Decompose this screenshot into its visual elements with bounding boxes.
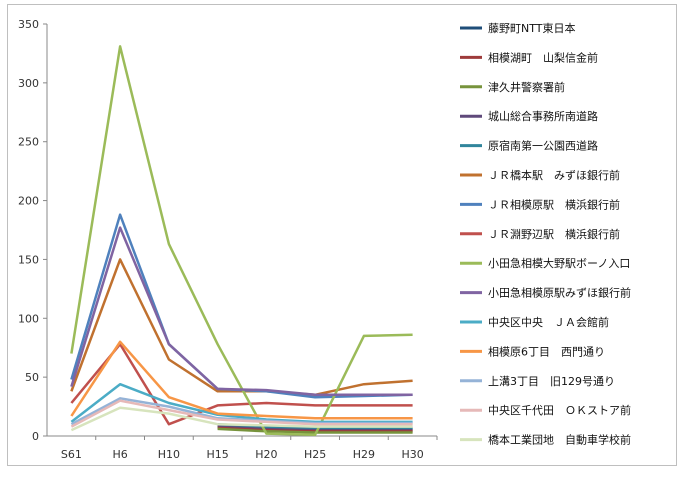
series-line-13 [70, 399, 413, 428]
y-tick-label: 50 [25, 371, 39, 384]
legend-label: 津久井警察署前 [488, 80, 565, 94]
x-tick-label: H29 [353, 448, 375, 461]
series-line-11 [70, 340, 413, 420]
y-tick-label: 0 [32, 430, 39, 443]
series-line-6 [70, 213, 413, 399]
legend-label: 相模湖町 山梨信金前 [488, 50, 598, 64]
series-line-7 [70, 342, 413, 426]
legend-label: 城山総合事務所南道路 [488, 109, 598, 123]
legend-label: ＪＲ相模原駅 横浜銀行前 [488, 197, 620, 211]
legend-label: ＪＲ橋本駅 みずほ銀行前 [488, 168, 620, 182]
y-tick-label: 150 [18, 253, 39, 266]
legend-label: 橋本工業団地 自動車学校前 [488, 433, 631, 447]
legend-label: 上溝3丁目 旧129号通り [488, 375, 615, 388]
y-tick-label: 100 [18, 312, 39, 325]
x-tick-label: H6 [112, 448, 127, 461]
x-tick-label: S61 [61, 448, 82, 461]
legend-label: 原宿南第一公園西道路 [488, 139, 598, 153]
x-tick-label: H20 [255, 448, 277, 461]
legend-label: 中央区千代田 ＯＫストア前 [488, 403, 631, 417]
x-tick-label: H30 [401, 448, 423, 461]
legend-label: 小田急相模原駅みずほ銀行前 [488, 286, 631, 300]
series-line-9 [70, 226, 413, 397]
y-tick-label: 200 [18, 195, 39, 208]
series-line-8 [70, 45, 413, 437]
x-tick-label: H25 [304, 448, 326, 461]
legend-label: 相模原6丁目 西門通り [488, 345, 605, 358]
legend-label: 中央区中央 ＪＡ会館前 [488, 315, 609, 329]
legend-label: 小田急相模大野駅ボーノ入口 [488, 256, 630, 270]
x-tick-label: H10 [158, 448, 180, 461]
series-line-5 [70, 258, 413, 397]
y-tick-label: 250 [18, 136, 39, 149]
x-tick-label: H15 [206, 448, 228, 461]
legend-label: 藤野町NTT東日本 [488, 21, 575, 35]
y-tick-label: 350 [18, 18, 39, 31]
series-line-14 [70, 406, 413, 432]
x-tick-labels: S61 H6 H10 H15 H20 H25 H29 H30 [61, 436, 438, 461]
legend-label: ＪＲ淵野辺駅 横浜銀行前 [488, 227, 620, 241]
y-tick-label: 300 [18, 77, 39, 90]
series-lines [70, 45, 413, 437]
y-tick-labels: 0 50 100 150 200 250 300 350 [18, 18, 47, 443]
